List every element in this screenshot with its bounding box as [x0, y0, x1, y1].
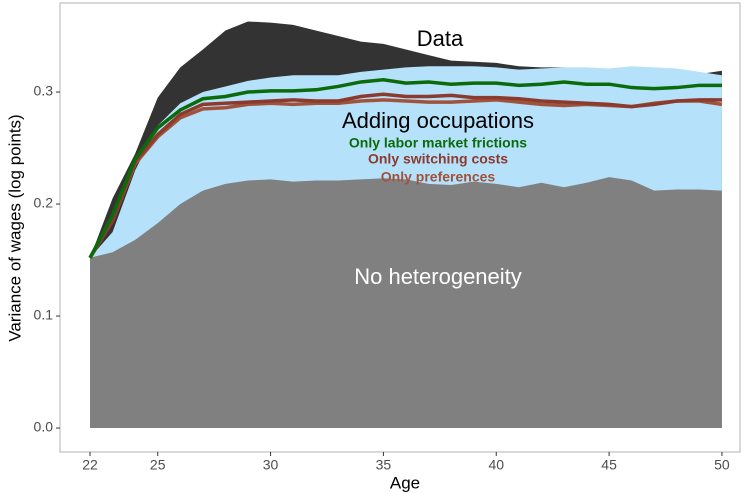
x-tick-label: 30 [263, 457, 279, 473]
x-tick-label: 45 [601, 457, 617, 473]
x-tick-label: 40 [488, 457, 504, 473]
x-axis-title: Age [390, 473, 420, 492]
y-tick-label: 0.1 [34, 307, 54, 323]
y-tick-label: 0.3 [34, 83, 54, 99]
line [88, 77, 722, 259]
area [90, 177, 722, 429]
x-tick-label: 50 [714, 457, 730, 473]
series-label: Data [417, 26, 464, 51]
x-tick-label: 35 [376, 457, 392, 473]
series-label: Only switching costs [368, 151, 508, 167]
series-label: Only preferences [381, 169, 496, 185]
y-tick-label: 0.2 [34, 195, 54, 211]
series-label: No heterogeneity [354, 264, 522, 289]
y-tick-label: 0.0 [34, 419, 54, 435]
panel-border [59, 2, 741, 453]
line [88, 92, 722, 259]
x-tick-label: 25 [150, 457, 166, 473]
x-tick-label: 22 [82, 457, 98, 473]
y-axis-title: Variance of wages (log points) [5, 114, 24, 341]
series-label: Adding occupations [342, 108, 534, 133]
series-label: Only labor market frictions [349, 135, 527, 151]
